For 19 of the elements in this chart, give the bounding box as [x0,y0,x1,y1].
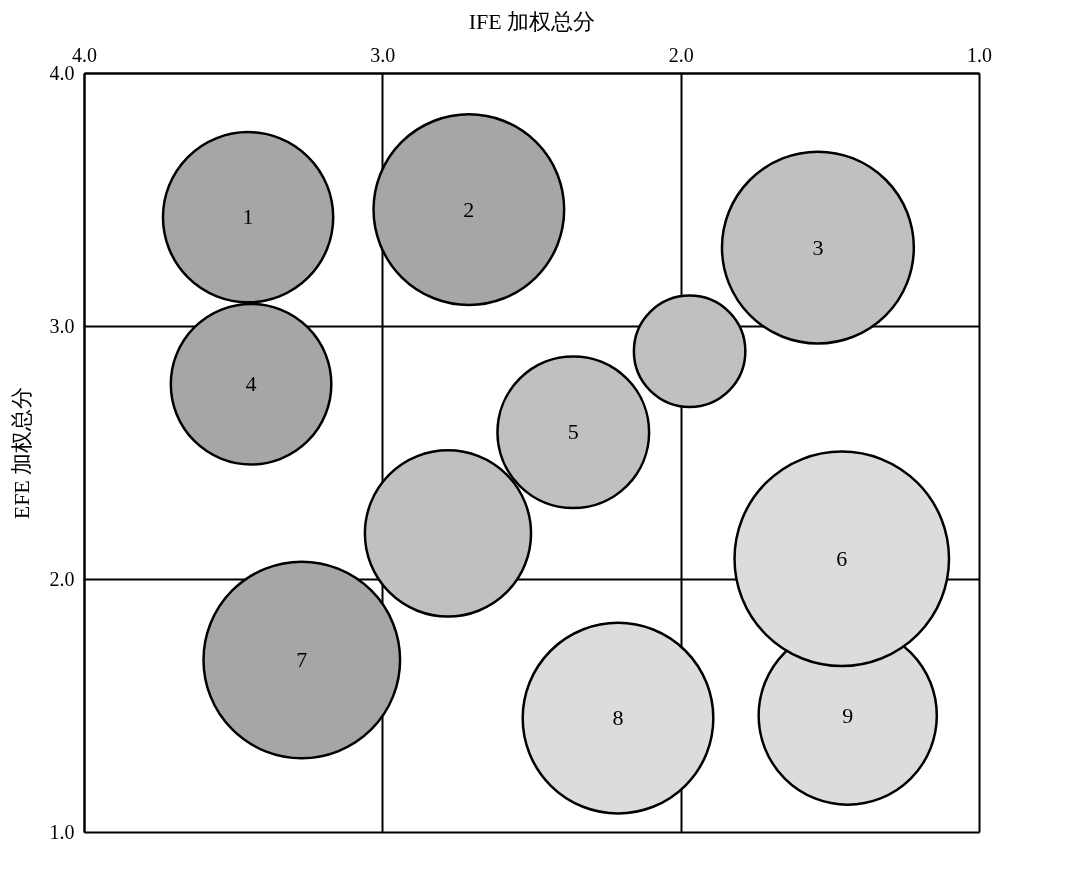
x-axis-title: IFE 加权总分 [468,8,596,34]
annotation: 7 [296,646,308,672]
annotation: 8 [612,705,624,731]
annotation: 4 [245,371,257,397]
y-axis-title: EFE 加权总分 [8,386,34,520]
y-tick-label: 1.0 [49,820,75,843]
x-tick-label: 4.0 [72,43,97,66]
annotation: 1 [242,204,254,230]
annotation: 3 [812,234,824,260]
x-tick-label: 1.0 [967,43,992,66]
x-tick-label: 3.0 [370,43,396,66]
annotation: 6 [836,545,848,571]
y-tick-label: 2.0 [49,567,75,590]
x-tick-label: 2.0 [668,43,694,66]
annotation: 5 [567,419,579,445]
annotation: 2 [463,196,475,222]
y-tick-label: 3.0 [49,314,75,337]
annotation: 9 [842,702,854,728]
y-tick-label: 4.0 [49,61,75,84]
